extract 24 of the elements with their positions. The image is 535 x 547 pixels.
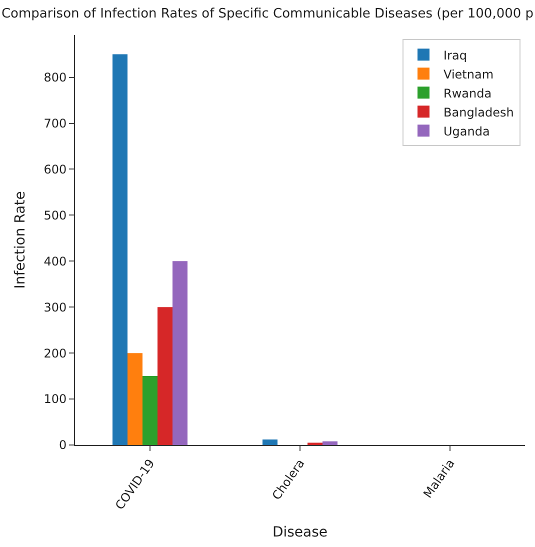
legend-label: Vietnam	[444, 67, 494, 82]
y-tick-label: 800	[44, 70, 67, 84]
bar	[158, 307, 172, 445]
y-axis-title: Infection Rate	[12, 191, 28, 289]
bar	[172, 261, 188, 445]
x-axis-title: Disease	[272, 524, 328, 541]
legend-label: Bangladesh	[444, 105, 514, 120]
bar	[262, 439, 278, 445]
legend-label: Uganda	[444, 124, 490, 138]
y-tick-label: 100	[44, 392, 67, 406]
y-tick-label: 500	[44, 208, 67, 222]
y-tick-label: 400	[44, 254, 67, 268]
chart-title: Comparison of Infection Rates of Specific Communicable Diseases (per 100,000 p	[1, 6, 534, 22]
bar	[322, 441, 338, 445]
y-tick-label: 200	[44, 346, 67, 360]
y-tick-label: 600	[44, 162, 67, 176]
bar	[128, 353, 142, 445]
bar	[142, 376, 158, 445]
legend-label: Iraq	[444, 48, 467, 62]
legend-label: Rwanda	[444, 86, 492, 100]
bar	[112, 54, 128, 445]
y-tick-label: 700	[44, 116, 67, 130]
y-tick-label: 0	[58, 438, 67, 452]
y-tick-label: 300	[44, 300, 67, 314]
